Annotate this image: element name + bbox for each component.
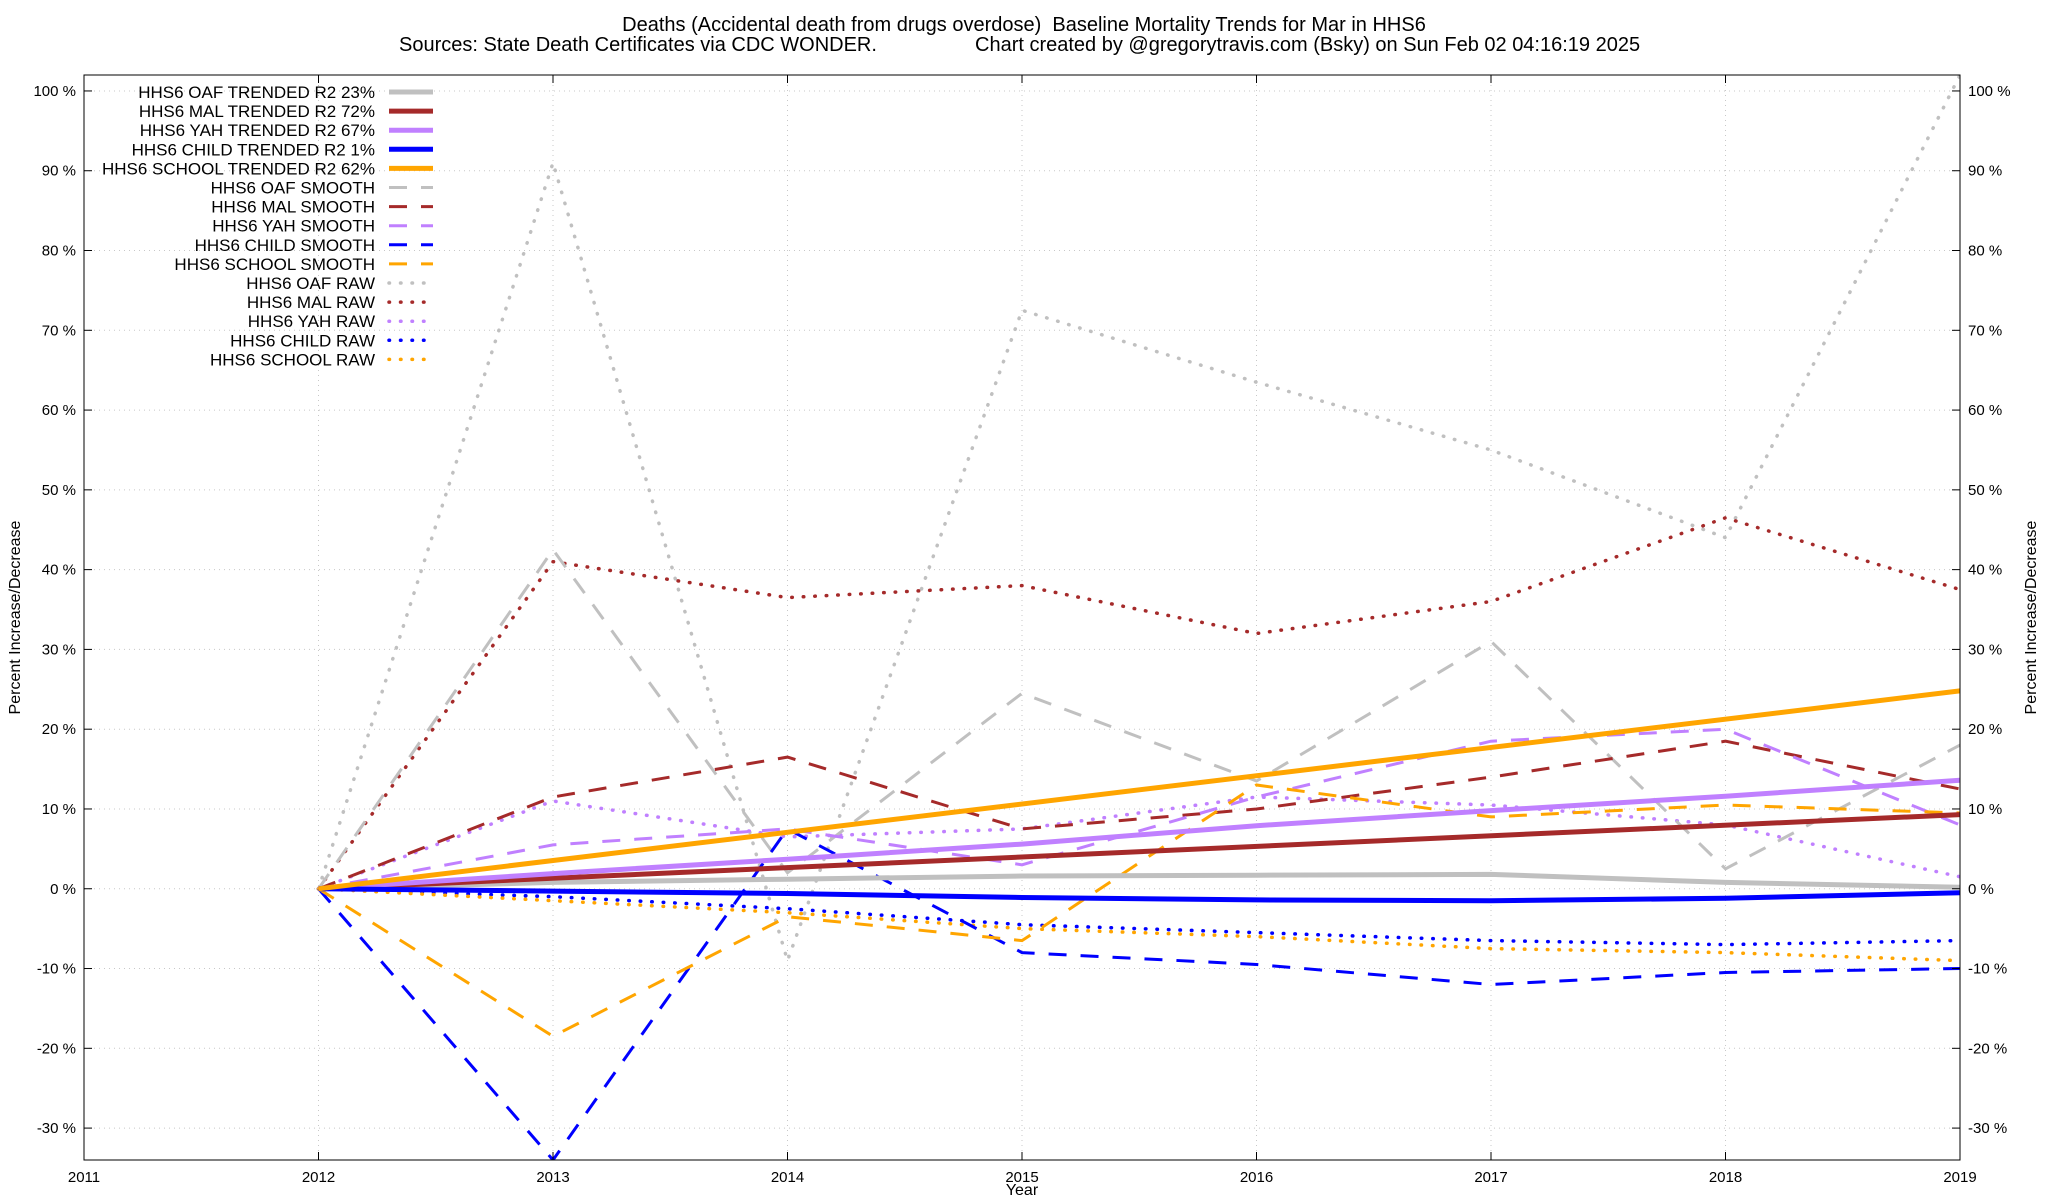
y-tick-label-left: 60 % (42, 402, 76, 419)
legend-label-hhs6-mal-smooth: HHS6 MAL SMOOTH (211, 198, 375, 217)
series-line-hhs6-child-trended-r2 (318, 886, 1960, 904)
series-line-hhs6-child-smooth (317, 826, 1960, 1160)
series-lines (316, 75, 1960, 1160)
legend-label-hhs6-oaf-trended-r2: HHS6 OAF TRENDED R2 23% (138, 83, 375, 102)
axis-ticks: 2011 2012 2013 2014 2015 2016 2017 2018 2019 -30 … (33, 75, 2011, 1186)
legend-label-hhs6-school-trended-r2: HHS6 SCHOOL TRENDED R2 62% (102, 159, 375, 178)
x-tick-label: 2017 (1474, 1169, 1507, 1186)
y-tick-label-right: -10 % (1968, 961, 2007, 978)
y-tick-label-left: 20 % (42, 721, 76, 738)
y-tick-label-right: 60 % (1968, 402, 2002, 419)
series-line-hhs6-oaf-smooth (317, 547, 1960, 890)
series-line-hhs6-mal-smooth (317, 739, 1960, 891)
y-tick-label-right: 90 % (1968, 163, 2002, 180)
y-tick-label-left: -10 % (37, 961, 76, 978)
chart-subtitle: Sources: State Death Certificates via CD… (0, 34, 2048, 126)
series-line-hhs6-child-raw (316, 887, 1960, 947)
x-tick-label: 2018 (1709, 1169, 1742, 1186)
legend-label-hhs6-school-smooth: HHS6 SCHOOL SMOOTH (174, 255, 375, 274)
y-tick-label-left: 40 % (42, 562, 76, 579)
chart-subtitle-sources: Sources: State Death Certificates via CD… (399, 34, 877, 56)
y-tick-label-left: 70 % (42, 322, 76, 339)
y-tick-label-right: 0 % (1968, 881, 1994, 898)
series-line-hhs6-yah-trended-r2 (318, 777, 1960, 892)
y-axis-title-left: Percent Increase/Decrease (7, 520, 24, 714)
x-tick-label: 2015 (1005, 1169, 1038, 1186)
series-line-hhs6-mal-trended-r2 (318, 812, 1960, 892)
series-line-hhs6-school-trended-r2 (318, 688, 1960, 892)
y-tick-label-right: -20 % (1968, 1040, 2007, 1057)
legend-label-hhs6-mal-trended-r2: HHS6 MAL TRENDED R2 72% (139, 102, 375, 121)
y-tick-label-left: 100 % (33, 83, 76, 100)
legend-label-hhs6-child-smooth: HHS6 CHILD SMOOTH (195, 236, 375, 255)
y-tick-label-left: 90 % (42, 163, 76, 180)
legend: HHS6 OAF TRENDED R2 23%HHS6 MAL TRENDED … (102, 83, 435, 369)
y-tick-label-left: -20 % (37, 1040, 76, 1057)
x-axis-title: Year (1006, 1182, 1039, 1199)
chart-subtitle-credit: Chart created by @gregorytravis.com (Bsk… (975, 34, 1641, 56)
y-tick-label-right: -30 % (1968, 1120, 2007, 1137)
series-line-hhs6-yah-smooth (318, 727, 1960, 891)
x-tick-label: 2011 (68, 1169, 100, 1186)
legend-label-hhs6-yah-raw: HHS6 YAH RAW (248, 312, 375, 331)
y-tick-label-right: 20 % (1968, 721, 2002, 738)
y-tick-label-left: 80 % (42, 243, 76, 260)
y-tick-label-left: 0 % (50, 881, 76, 898)
series-line-hhs6-school-smooth (317, 783, 1960, 1039)
legend-label-hhs6-child-raw: HHS6 CHILD RAW (230, 331, 375, 350)
y-tick-label-left: 10 % (42, 801, 76, 818)
y-tick-label-left: -30 % (37, 1120, 76, 1137)
y-tick-label-right: 70 % (1968, 322, 2002, 339)
x-tick-label: 2013 (536, 1169, 569, 1186)
chart-title: Deaths (Accidental death from drugs over… (622, 14, 1426, 36)
grid (84, 75, 1960, 1160)
legend-label-hhs6-mal-raw: HHS6 MAL RAW (247, 293, 375, 312)
legend-label-hhs6-child-trended-r2: HHS6 CHILD TRENDED R2 1% (132, 140, 375, 159)
series-line-hhs6-oaf-trended-r2 (318, 871, 1960, 892)
y-tick-label-left: 50 % (42, 482, 76, 499)
x-tick-label: 2016 (1240, 1169, 1273, 1186)
y-axis-title-right: Percent Increase/Decrease (2023, 520, 2040, 714)
x-tick-label: 2019 (1943, 1169, 1976, 1186)
x-tick-label: 2012 (302, 1169, 335, 1186)
legend-label-hhs6-yah-smooth: HHS6 YAH SMOOTH (212, 217, 375, 236)
legend-label-hhs6-oaf-smooth: HHS6 OAF SMOOTH (211, 179, 375, 198)
y-tick-label-right: 50 % (1968, 482, 2002, 499)
series-line-hhs6-school-raw (316, 887, 1960, 963)
y-tick-label-right: 40 % (1968, 562, 2002, 579)
y-tick-label-right: 10 % (1968, 801, 2002, 818)
series-line-hhs6-yah-raw (316, 795, 1960, 891)
x-tick-label: 2014 (771, 1169, 804, 1186)
legend-label-hhs6-yah-trended-r2: HHS6 YAH TRENDED R2 67% (140, 121, 375, 140)
y-tick-label-right: 100 % (1968, 83, 2011, 100)
y-tick-label-right: 80 % (1968, 243, 2002, 260)
y-tick-label-right: 30 % (1968, 641, 2002, 658)
y-tick-label-left: 30 % (42, 641, 76, 658)
legend-label-hhs6-oaf-raw: HHS6 OAF RAW (246, 274, 375, 293)
legend-label-hhs6-school-raw: HHS6 SCHOOL RAW (210, 350, 375, 369)
